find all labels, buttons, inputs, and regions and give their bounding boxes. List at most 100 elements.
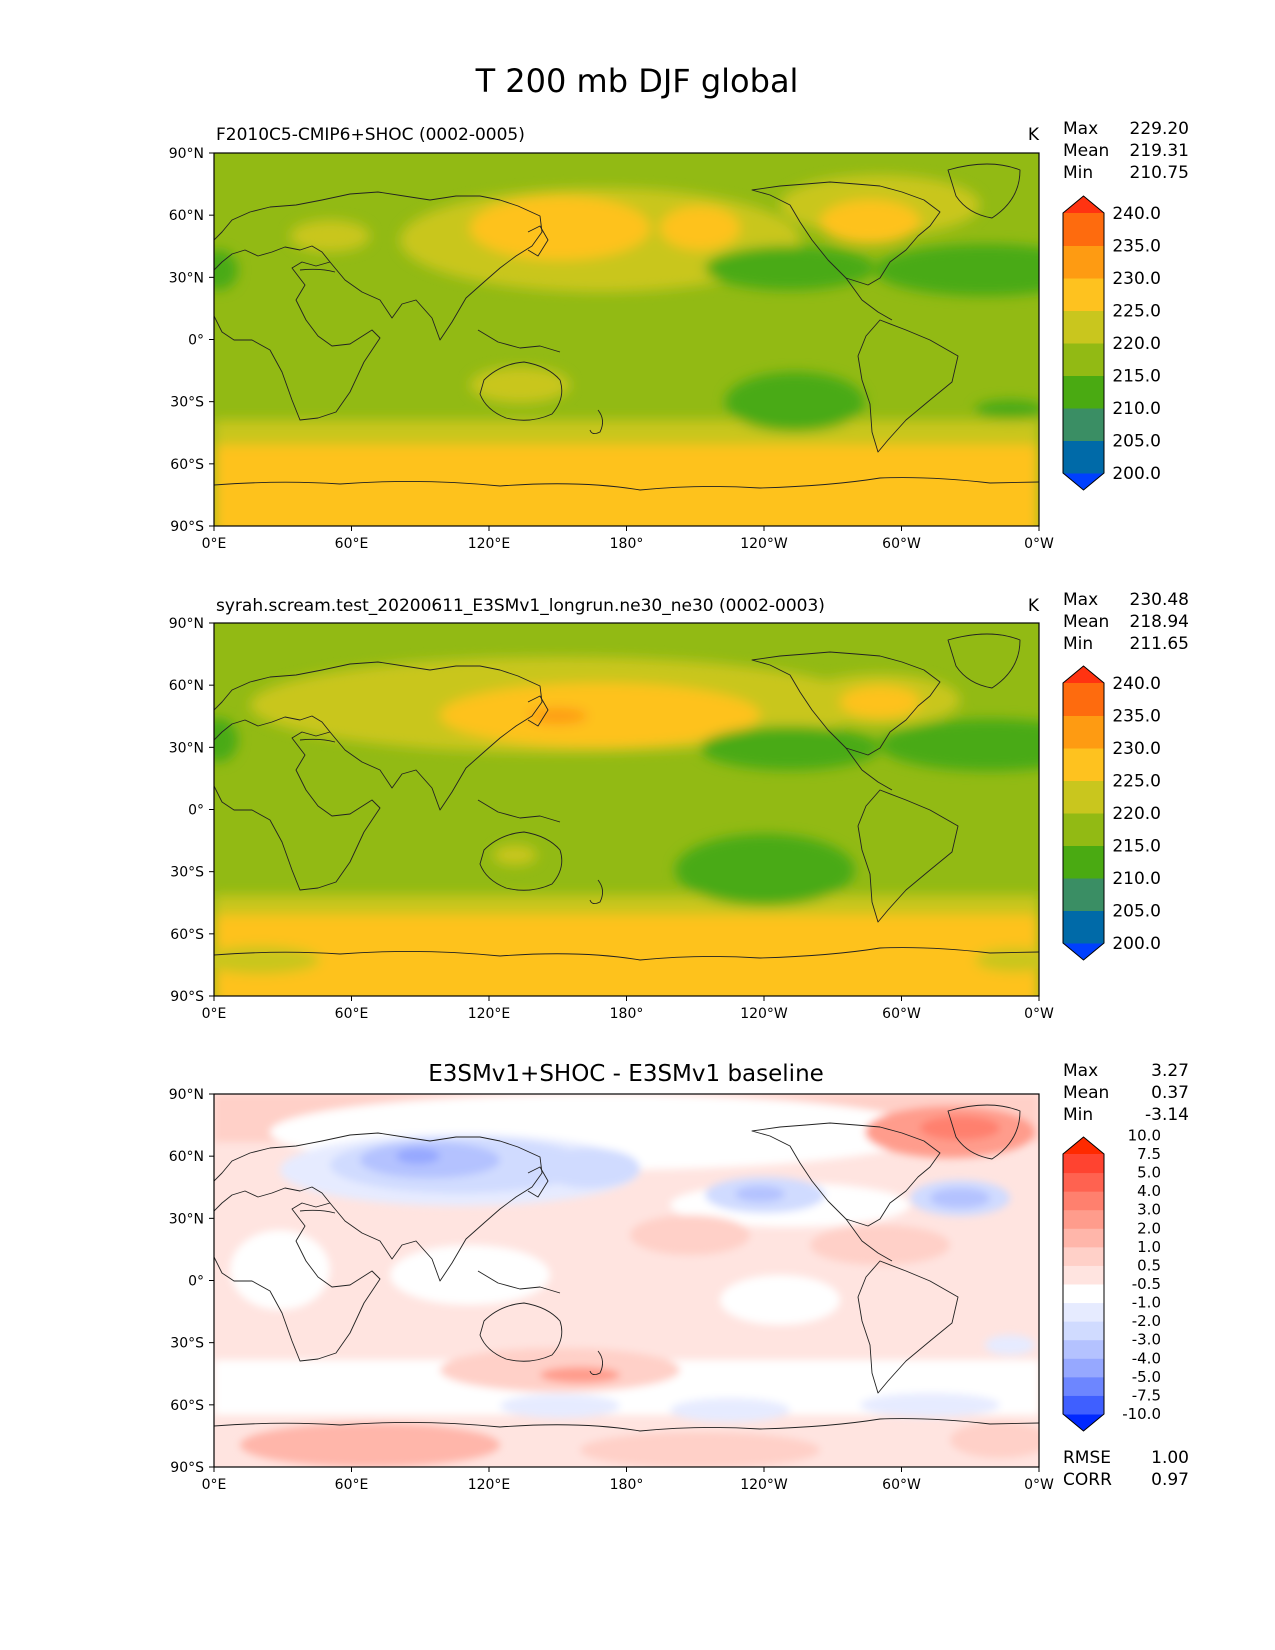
colorbar-level-label: 215.0 (1112, 367, 1161, 387)
metrics-block: RMSE 1.00 CORR 0.97 (1063, 1448, 1189, 1490)
colorbar-level-label: 235.0 (1112, 707, 1161, 727)
colorbar-band (1063, 1246, 1104, 1266)
x-tick-label: 120°E (468, 1006, 511, 1022)
colorbar-band (1063, 1395, 1104, 1415)
y-tick-label: 90°S (170, 519, 204, 535)
stat-label: Mean (1063, 141, 1109, 161)
colorbar-level-label: -4.0 (1132, 1349, 1161, 1367)
y-tick-label: 60°N (169, 208, 204, 224)
colorbar-level-label: 3.0 (1137, 1201, 1161, 1219)
y-tick-label: 30°S (170, 865, 204, 881)
colorbar-level-label: 0.5 (1137, 1256, 1161, 1274)
colorbar-band (1063, 343, 1104, 376)
y-tick-label: 0° (188, 333, 204, 349)
stat-label: Min (1063, 1105, 1093, 1125)
stat-value: 211.65 (1130, 634, 1189, 654)
stat-value: 229.20 (1130, 119, 1189, 139)
colorbar-level-label: 240.0 (1112, 674, 1161, 694)
colorbar-band (1063, 1209, 1104, 1229)
colorbar-level-label: -2.0 (1132, 1312, 1161, 1330)
colorbar-level-label: 200.0 (1112, 934, 1161, 954)
y-axis: 90°N 60°N 30°N 0° 30°S 60°S 90°S (169, 1087, 214, 1476)
y-tick-label: 60°S (170, 927, 204, 943)
colorbar-band (1063, 408, 1104, 441)
x-tick-label: 180° (610, 536, 644, 552)
colorbar-level-label: 205.0 (1112, 432, 1161, 452)
y-axis: 90°N 60°N 30°N 0° 30°S 60°S 90°S (169, 616, 214, 1005)
map-field (214, 1094, 1039, 1467)
x-tick-label: 180° (610, 1006, 644, 1022)
colorbar-level-label: -5.0 (1132, 1368, 1161, 1386)
colorbar-band (1063, 1284, 1104, 1304)
colorbar-band (1063, 1302, 1104, 1322)
colorbar-outline (1062, 1136, 1105, 1432)
x-tick-label: 60°W (882, 1006, 921, 1022)
stat-value: -3.14 (1145, 1105, 1189, 1125)
panel-title: syrah.scream.test_20200611_E3SMv1_longru… (216, 596, 825, 616)
y-tick-label: 90°N (169, 1087, 204, 1103)
colorbar-level-label: 200.0 (1112, 464, 1161, 484)
y-tick-label: 90°S (170, 1460, 204, 1476)
colorbar-band (1063, 845, 1104, 879)
colorbar-band (1063, 375, 1104, 409)
colorbar-extend-high (1063, 196, 1104, 213)
metric-label: CORR (1063, 1470, 1112, 1490)
colorbar-outline (1062, 665, 1105, 961)
colorbar-level-label: 2.0 (1137, 1219, 1161, 1237)
y-tick-label: 60°S (170, 457, 204, 473)
colorbar-extend-low (1063, 943, 1104, 960)
map-field (214, 153, 1039, 526)
colorbar-level-label: 230.0 (1112, 739, 1161, 759)
colorbar-level-label: 10.0 (1128, 1126, 1161, 1144)
colorbar: -10.0-7.5-5.0-4.0-3.0-2.0-1.0-0.50.51.02… (1062, 1126, 1161, 1432)
stats-block: Max 3.27 Mean 0.37 Min -3.14 (1063, 1061, 1189, 1125)
colorbar-level-label: 220.0 (1112, 804, 1161, 824)
x-tick-label: 0°W (1024, 536, 1054, 552)
colorbar-level-label: 5.0 (1137, 1164, 1161, 1182)
colorbar-outline (1062, 195, 1105, 491)
metric-value: 0.97 (1151, 1470, 1189, 1490)
y-axis: 90°N 60°N 30°N 0° 30°S 60°S 90°S (169, 146, 214, 535)
x-tick-label: 0°E (202, 1477, 227, 1493)
stats-block: Max 230.48 Mean 218.94 Min 211.65 (1063, 590, 1189, 654)
stat-label: Min (1063, 634, 1093, 654)
y-tick-label: 30°S (170, 1336, 204, 1352)
stat-value: 218.94 (1130, 612, 1189, 632)
stat-label: Min (1063, 163, 1093, 183)
y-tick-label: 0° (188, 1274, 204, 1290)
y-tick-label: 30°N (169, 270, 204, 286)
y-tick-label: 30°N (169, 740, 204, 756)
x-tick-label: 60°W (882, 1477, 921, 1493)
colorbar-band (1063, 1228, 1104, 1248)
stats-block: Max 229.20 Mean 219.31 Min 210.75 (1063, 119, 1189, 183)
colorbar-band (1063, 310, 1104, 344)
x-tick-label: 180° (610, 1477, 644, 1493)
colorbar-extend-high (1063, 666, 1104, 683)
y-tick-label: 60°N (169, 1149, 204, 1165)
stat-label: Max (1063, 590, 1098, 610)
colorbar-level-label: -7.5 (1132, 1386, 1161, 1404)
colorbar-level-label: 210.0 (1112, 869, 1161, 889)
x-axis: 0°E 60°E 120°E 180° 120°W 60°W 0°W (202, 526, 1054, 552)
colorbar-band (1063, 813, 1104, 846)
colorbar-level-label: 235.0 (1112, 237, 1161, 257)
x-axis: 0°E 60°E 120°E 180° 120°W 60°W 0°W (202, 996, 1054, 1022)
colorbar-band (1063, 715, 1104, 749)
colorbar-band (1063, 440, 1104, 474)
y-tick-label: 30°S (170, 395, 204, 411)
colorbar-level-label: 205.0 (1112, 902, 1161, 922)
metric-value: 1.00 (1151, 1448, 1189, 1468)
x-axis: 0°E 60°E 120°E 180° 120°W 60°W 0°W (202, 1467, 1054, 1493)
x-tick-label: 60°E (335, 1006, 369, 1022)
x-tick-label: 0°W (1024, 1006, 1054, 1022)
colorbar-band (1063, 1191, 1104, 1211)
x-tick-label: 0°E (202, 1006, 227, 1022)
panel-title: F2010C5-CMIP6+SHOC (0002-0005) (216, 125, 525, 145)
x-tick-label: 0°W (1024, 1477, 1054, 1493)
colorbar-extend-low (1063, 473, 1104, 490)
x-tick-label: 120°W (740, 536, 788, 552)
map-field (214, 623, 1039, 996)
y-tick-label: 90°S (170, 989, 204, 1005)
x-tick-label: 0°E (202, 536, 227, 552)
x-tick-label: 60°W (882, 536, 921, 552)
